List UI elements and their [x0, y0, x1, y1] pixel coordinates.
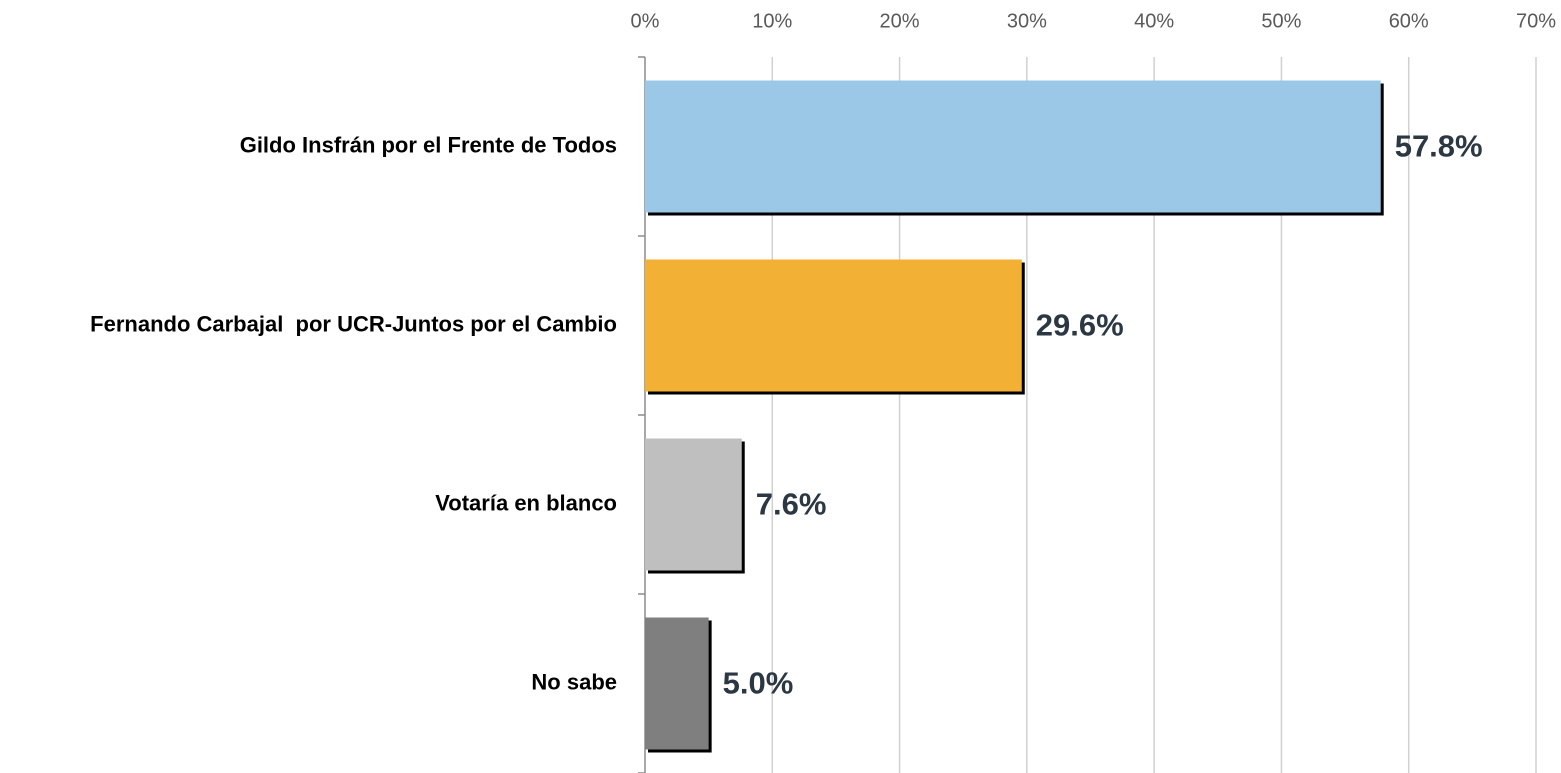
- category-label: No sabe: [531, 669, 617, 694]
- value-label: 29.6%: [1036, 308, 1124, 343]
- x-tick-label: 60%: [1389, 10, 1429, 32]
- value-label: 7.6%: [756, 487, 827, 522]
- x-tick-label: 20%: [880, 10, 920, 32]
- value-label: 57.8%: [1395, 129, 1483, 164]
- category-label: Votaría en blanco: [435, 490, 617, 515]
- category-label: Fernando Carbajal por UCR-Juntos por el …: [90, 311, 617, 336]
- value-label: 5.0%: [723, 666, 794, 701]
- x-tick-label: 50%: [1261, 10, 1301, 32]
- bar: [645, 80, 1381, 213]
- category-label: Gildo Insfrán por el Frente de Todos: [240, 132, 617, 157]
- x-tick-label: 10%: [752, 10, 792, 32]
- x-tick-label: 0%: [631, 10, 660, 32]
- x-tick-label: 30%: [1007, 10, 1047, 32]
- x-tick-label: 70%: [1516, 10, 1556, 32]
- x-tick-label: 40%: [1134, 10, 1174, 32]
- bar: [645, 438, 742, 571]
- bar: [645, 617, 709, 750]
- bar: [645, 259, 1022, 392]
